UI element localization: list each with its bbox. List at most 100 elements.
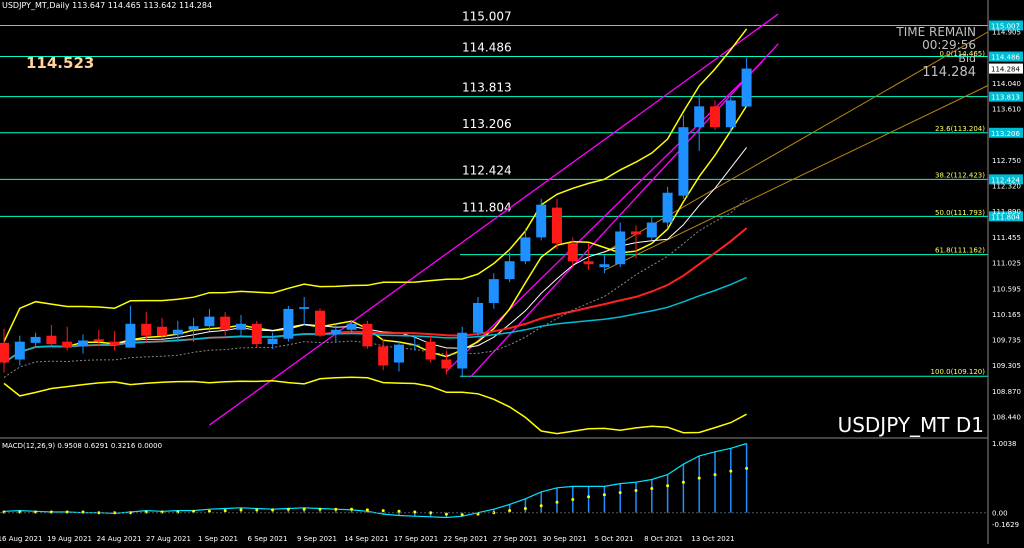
macd-signal-dot bbox=[381, 509, 385, 513]
price-tick-label: 111.025 bbox=[992, 260, 1021, 268]
macd-signal-dot bbox=[413, 510, 417, 514]
macd-signal-dot bbox=[318, 507, 322, 511]
macd-signal-dot bbox=[271, 508, 275, 512]
candle-body bbox=[330, 329, 341, 335]
level-axis-tag-bg bbox=[989, 127, 1023, 138]
candle-body bbox=[0, 342, 9, 363]
macd-signal-dot bbox=[555, 500, 559, 504]
candle-body bbox=[678, 127, 689, 196]
last-price-big: 114.523 bbox=[26, 54, 94, 72]
level-axis-tag-bg bbox=[989, 51, 1023, 62]
candle-body bbox=[741, 68, 752, 107]
macd-signal-dot bbox=[539, 504, 543, 508]
macd-tick-label: -0.1629 bbox=[992, 521, 1019, 529]
price-tick-label: 108.440 bbox=[992, 414, 1021, 422]
macd-signal-dot bbox=[634, 489, 638, 493]
candle-body bbox=[615, 231, 626, 265]
candle-body bbox=[425, 341, 436, 360]
time-tick-label: 6 Sep 2021 bbox=[248, 535, 288, 543]
candle-body bbox=[157, 326, 167, 336]
current-price-tag: 114.284 bbox=[991, 66, 1020, 74]
time-axis: 16 Aug 2021 19 Aug 2021 24 Aug 2021 27 Aug … bbox=[0, 535, 735, 543]
candle-body bbox=[662, 192, 673, 223]
time-tick-label: 22 Sep 2021 bbox=[443, 535, 487, 543]
macd-signal-dot bbox=[350, 507, 354, 511]
macd-signal-dot bbox=[334, 507, 338, 511]
time-tick-label: 17 Sep 2021 bbox=[394, 535, 438, 543]
candle-body bbox=[267, 338, 278, 345]
bid-value: 114.284 bbox=[922, 65, 976, 80]
candle-body bbox=[62, 341, 73, 348]
macd-signal-dot bbox=[192, 509, 196, 513]
level-axis-tag: 115.007 bbox=[991, 22, 1020, 30]
candle-body bbox=[473, 302, 483, 333]
candle-body bbox=[583, 261, 594, 265]
candle-body bbox=[141, 323, 152, 336]
fib-label: 100.0(109.120) bbox=[931, 368, 986, 376]
price-tick-label: 112.320 bbox=[992, 183, 1021, 191]
macd-line bbox=[3, 442, 747, 519]
price-tick-label: 114.040 bbox=[992, 80, 1021, 88]
level-label: 112.424 bbox=[462, 163, 512, 177]
candle-body bbox=[346, 323, 357, 330]
time-tick-label: 9 Sep 2021 bbox=[297, 535, 337, 543]
bollinger-lower bbox=[3, 376, 747, 435]
macd-signal-dot bbox=[429, 511, 433, 515]
time-tick-label: 30 Sep 2021 bbox=[542, 535, 586, 543]
level-label: 114.486 bbox=[462, 41, 512, 55]
candle-body bbox=[567, 243, 578, 262]
candle-body bbox=[251, 323, 262, 345]
macd-signal-dot bbox=[697, 476, 701, 480]
candle-body bbox=[599, 264, 610, 268]
fib-label: 61.8(111.162) bbox=[935, 247, 985, 255]
macd-title: MACD(12,26,9) 0.9508 0.6291 0.3216 0.000… bbox=[2, 442, 162, 450]
macd-signal-dot bbox=[365, 508, 369, 512]
candle-body bbox=[504, 261, 515, 280]
macd-signal-dot bbox=[97, 511, 101, 515]
time-tick-label: 16 Aug 2021 bbox=[0, 535, 42, 543]
level-axis-tag: 113.206 bbox=[991, 130, 1020, 138]
macd-signal-dot bbox=[223, 509, 227, 513]
bid-label: Bid bbox=[958, 52, 976, 65]
candle-body bbox=[30, 336, 41, 343]
level-axis-tag: 112.424 bbox=[991, 176, 1020, 184]
channel-line bbox=[209, 13, 779, 426]
macd-tick-label: 0.00 bbox=[992, 510, 1008, 518]
candle-body bbox=[204, 316, 215, 327]
candle-body bbox=[631, 231, 641, 235]
candle-body bbox=[93, 339, 104, 342]
level-label: 115.007 bbox=[462, 9, 512, 23]
candle-body bbox=[125, 323, 136, 348]
time-tick-label: 27 Aug 2021 bbox=[146, 535, 191, 543]
fibonacci-layer: 0.0(114.465) 23.6(113.204) 38.2(112.423) 50… bbox=[460, 50, 988, 377]
candle-body bbox=[552, 207, 562, 244]
candle-body bbox=[441, 359, 452, 369]
level-label: 111.804 bbox=[462, 200, 512, 214]
macd-signal-dot bbox=[255, 508, 259, 512]
time-tick-label: 27 Sep 2021 bbox=[493, 535, 537, 543]
fib-label: 38.2(112.423) bbox=[935, 171, 985, 179]
macd-signal-dot bbox=[397, 509, 401, 513]
time-tick-label: 8 Oct 2021 bbox=[644, 535, 683, 543]
symbol-header: USDJPY_MT,Daily 113.647 114.465 113.642 … bbox=[2, 1, 212, 10]
candle-body bbox=[14, 341, 25, 360]
macd-signal-dot bbox=[650, 486, 654, 490]
macd-signal-dot bbox=[587, 495, 591, 499]
level-label: 113.206 bbox=[462, 117, 512, 131]
candle-body bbox=[394, 344, 404, 363]
time-remain-value: 00:29:56 bbox=[922, 38, 976, 52]
candle-body bbox=[315, 310, 325, 336]
fib-label: 0.0(114.465) bbox=[939, 50, 985, 58]
time-tick-label: 5 Oct 2021 bbox=[595, 535, 634, 543]
macd-signal-dot bbox=[681, 480, 685, 484]
macd-signal-dot bbox=[745, 466, 749, 470]
macd-signal-dot bbox=[476, 512, 480, 516]
macd-signal-dot bbox=[239, 508, 243, 512]
fan-line bbox=[604, 85, 989, 271]
price-tick-label: 109.305 bbox=[992, 362, 1021, 370]
time-tick-label: 24 Aug 2021 bbox=[97, 535, 142, 543]
price-tick-label: 111.890 bbox=[992, 208, 1021, 216]
ichimoku-cloud-line bbox=[3, 197, 747, 378]
